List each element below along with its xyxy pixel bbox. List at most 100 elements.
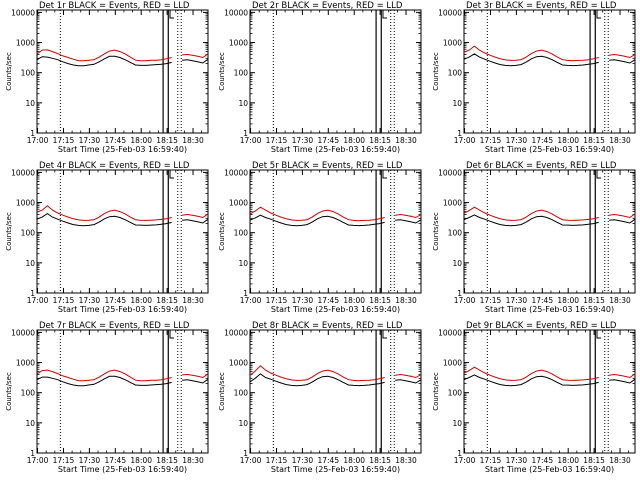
plot-frame [36, 9, 209, 134]
x-tick-label: 18:00 [557, 456, 579, 465]
y-tick-label: 1 [30, 129, 35, 138]
x-tick-label: 18:30 [609, 296, 631, 305]
y-tick-label: 1 [243, 129, 248, 138]
plot-panel-det-1r: Det 1r BLACK = Events, RED = LLD 1 10 100 10… [0, 0, 213, 160]
x-tick-label: 17:00 [240, 456, 262, 465]
x-tick-label: 18:15 [369, 456, 391, 465]
plot-frame [36, 169, 209, 294]
lld-series-line [36, 205, 172, 221]
plot-frame [463, 329, 636, 454]
lld-series-line [249, 365, 385, 382]
x-tick-label: 17:00 [240, 296, 262, 305]
plot-panel-det-3r: Det 3r BLACK = Events, RED = LLD 1 10 100 10… [427, 0, 640, 160]
plot-panel-det-6r: Det 6r BLACK = Events, RED = LLD 1 10 100 10… [427, 160, 640, 320]
plot-panel-det-4r: Det 4r BLACK = Events, RED = LLD 1 10 100 10… [0, 160, 213, 320]
x-tick-label: 18:30 [609, 456, 631, 465]
plot-canvas: Det 9r BLACK = Events, RED = LLD 1 10 100 10… [432, 321, 636, 474]
x-tick-label: 18:00 [130, 136, 152, 145]
y-tick-label: 1 [457, 289, 462, 298]
x-tick-label: 18:15 [369, 296, 391, 305]
lld-series-line [463, 206, 599, 221]
x-tick-label: 18:15 [369, 136, 391, 145]
flag-marker [382, 10, 387, 19]
x-tick-label: 18:00 [557, 136, 579, 145]
lld-series-line [609, 213, 636, 219]
x-tick-label: 18:30 [182, 136, 204, 145]
lld-series-line [182, 213, 209, 219]
plot-title: Det 4r BLACK = Events, RED = LLD [39, 161, 190, 171]
x-tick-label: 18:00 [343, 136, 365, 145]
y-tick-label: 1 [243, 289, 248, 298]
lld-series-line [36, 369, 172, 382]
plot-panel-det-2r: Det 2r BLACK = Events, RED = LLD 1 10 100 10… [213, 0, 426, 160]
x-tick-label: 18:15 [156, 456, 178, 465]
plot-title: Det 1r BLACK = Events, RED = LLD [39, 1, 190, 11]
y-tick-label: 100 [448, 69, 463, 78]
x-tick-label: 17:15 [53, 456, 75, 465]
x-axis-label: Start Time (25-Feb-03 16:59:40) [485, 465, 614, 474]
flag-marker [596, 10, 601, 19]
y-axis-label: Counts/sec [218, 372, 226, 411]
y-tick-label: 1000 [16, 359, 35, 368]
y-axis-label: Counts/sec [5, 372, 13, 411]
x-tick-label: 18:15 [583, 136, 605, 145]
events-series-line [395, 219, 422, 224]
plot-canvas: Det 6r BLACK = Events, RED = LLD 1 10 100 10… [432, 161, 636, 314]
plot-panel-det-7r: Det 7r BLACK = Events, RED = LLD 1 10 100 10… [0, 320, 213, 480]
events-series-line [249, 373, 385, 387]
y-tick-label: 100 [234, 229, 249, 238]
y-tick-label: 10000 [11, 8, 35, 17]
x-tick-label: 17:45 [104, 456, 126, 465]
y-tick-label: 10000 [438, 168, 462, 177]
y-tick-label: 10 [452, 419, 462, 428]
y-tick-label: 1 [30, 289, 35, 298]
y-tick-label: 1 [457, 449, 462, 458]
y-tick-label: 100 [448, 389, 463, 398]
x-tick-label: 18:00 [557, 296, 579, 305]
plot-canvas: Det 7r BLACK = Events, RED = LLD 1 10 100 10… [5, 321, 209, 474]
flag-marker [596, 330, 601, 339]
plot-frame [36, 329, 209, 454]
x-tick-label: 18:30 [609, 136, 631, 145]
events-series-line [182, 58, 209, 64]
plot-frame [249, 329, 422, 454]
x-tick-label: 17:45 [104, 296, 126, 305]
x-tick-label: 17:15 [53, 296, 75, 305]
x-tick-label: 17:45 [104, 136, 126, 145]
x-tick-label: 17:30 [506, 456, 528, 465]
plot-canvas: Det 4r BLACK = Events, RED = LLD 1 10 100 10… [5, 161, 209, 314]
lld-series-line [609, 53, 636, 59]
plot-title: Det 2r BLACK = Events, RED = LLD [252, 1, 403, 11]
x-tick-label: 17:15 [53, 136, 75, 145]
x-tick-label: 18:30 [395, 456, 417, 465]
events-series-line [609, 378, 636, 384]
plot-title: Det 8r BLACK = Events, RED = LLD [252, 321, 403, 331]
x-tick-label: 17:00 [27, 136, 49, 145]
x-tick-label: 17:45 [531, 456, 553, 465]
plot-canvas: Det 3r BLACK = Events, RED = LLD 1 10 100 10… [432, 1, 636, 154]
events-series-line [395, 379, 422, 384]
x-tick-label: 17:15 [266, 136, 288, 145]
y-axis-label: Counts/sec [432, 372, 440, 411]
x-tick-label: 17:30 [79, 296, 101, 305]
x-tick-label: 17:30 [506, 136, 528, 145]
y-axis-label: Counts/sec [5, 212, 13, 251]
plot-canvas: Det 2r BLACK = Events, RED = LLD 1 10 100 10… [218, 1, 422, 154]
flag-marker [169, 10, 174, 19]
y-tick-label: 100 [21, 389, 36, 398]
x-tick-label: 17:45 [317, 456, 339, 465]
y-tick-label: 1 [457, 129, 462, 138]
y-tick-label: 1000 [443, 359, 462, 368]
y-tick-label: 10 [452, 259, 462, 268]
x-tick-label: 18:00 [343, 296, 365, 305]
plot-title: Det 5r BLACK = Events, RED = LLD [252, 161, 403, 171]
lld-series-line [36, 49, 172, 62]
events-series-line [463, 374, 599, 387]
x-tick-label: 17:30 [292, 136, 314, 145]
y-tick-label: 100 [21, 69, 36, 78]
y-tick-label: 1000 [229, 39, 248, 48]
y-tick-label: 10 [25, 419, 35, 428]
x-tick-label: 17:45 [317, 136, 339, 145]
flag-marker [169, 170, 174, 179]
